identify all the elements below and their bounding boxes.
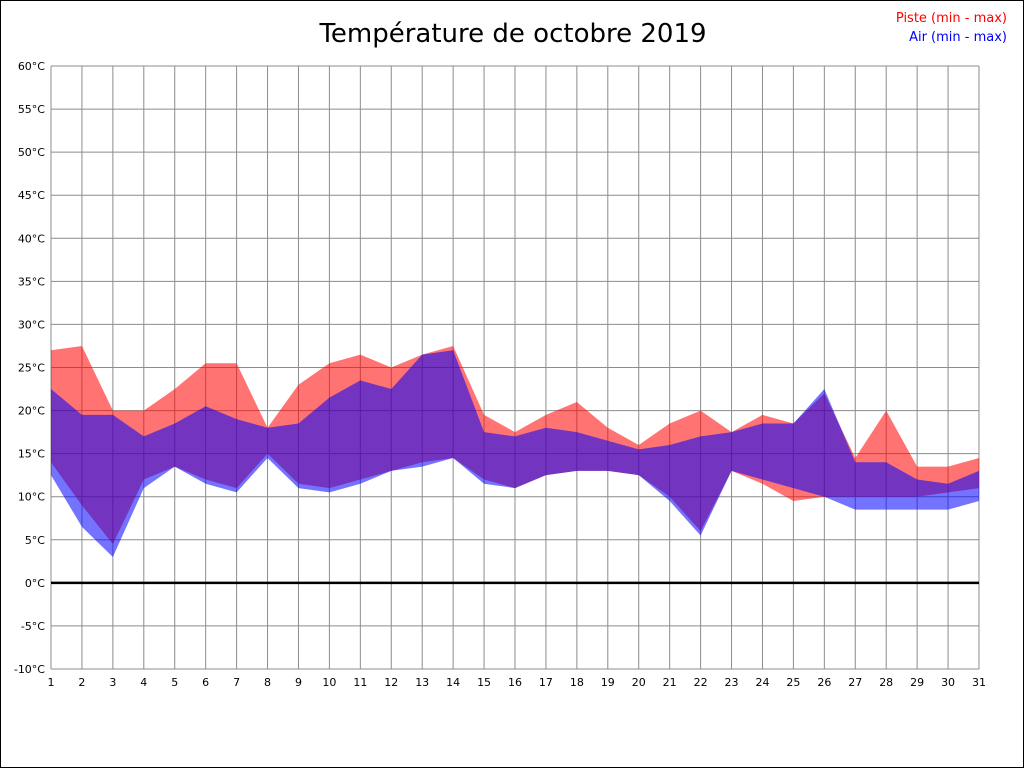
x-tick-label: 11: [353, 676, 367, 689]
x-tick-label: 25: [786, 676, 800, 689]
y-tick-label: 35°C: [18, 275, 45, 288]
y-axis-labels: 60°C 55°C 50°C 45°C 40°C 35°C 30°C 25°C 20°C 15°C…: [14, 60, 45, 676]
x-tick-label: 18: [570, 676, 584, 689]
y-tick-label: 50°C: [18, 146, 45, 159]
y-tick-label: 25°C: [18, 362, 45, 375]
y-tick-label: 15°C: [18, 448, 45, 461]
x-tick-label: 7: [233, 676, 240, 689]
x-tick-label: 12: [384, 676, 398, 689]
x-tick-label: 27: [848, 676, 862, 689]
air-band: [51, 350, 979, 558]
x-tick-label: 17: [539, 676, 553, 689]
x-tick-label: 21: [663, 676, 677, 689]
x-tick-label: 3: [109, 676, 116, 689]
legend-item-air: Air (min - max): [909, 30, 1007, 45]
x-tick-label: 24: [755, 676, 769, 689]
y-tick-label: 45°C: [18, 189, 45, 202]
x-tick-label: 16: [508, 676, 522, 689]
x-tick-label: 15: [477, 676, 491, 689]
x-tick-label: 10: [322, 676, 336, 689]
y-tick-label: -5°C: [21, 620, 45, 633]
x-tick-label: 23: [725, 676, 739, 689]
chart-legend: Piste (min - max) Air (min - max): [896, 9, 1007, 47]
y-tick-label: 30°C: [18, 318, 45, 331]
grid-lines: [50, 65, 980, 670]
x-tick-label: 5: [171, 676, 178, 689]
x-tick-label: 4: [140, 676, 147, 689]
x-tick-label: 13: [415, 676, 429, 689]
x-tick-label: 14: [446, 676, 460, 689]
x-tick-label: 8: [264, 676, 271, 689]
y-tick-label: 20°C: [18, 405, 45, 418]
x-tick-label: 1: [48, 676, 55, 689]
x-tick-label: 2: [78, 676, 85, 689]
x-tick-label: 31: [972, 676, 986, 689]
y-tick-label: 60°C: [18, 60, 45, 73]
y-tick-label: -10°C: [14, 663, 45, 676]
x-tick-label: 28: [879, 676, 893, 689]
legend-item-piste: Piste (min - max): [895, 11, 1007, 26]
y-tick-label: 0°C: [25, 577, 45, 590]
y-tick-label: 55°C: [18, 103, 45, 116]
y-tick-label: 40°C: [18, 232, 45, 245]
x-tick-label: 19: [601, 676, 615, 689]
x-tick-label: 26: [817, 676, 831, 689]
x-tick-label: 30: [941, 676, 955, 689]
x-tick-label: 6: [202, 676, 209, 689]
y-tick-label: 10°C: [18, 491, 45, 504]
y-tick-label: 5°C: [25, 534, 45, 547]
x-tick-label: 22: [694, 676, 708, 689]
x-tick-label: 9: [295, 676, 302, 689]
x-tick-label: 20: [632, 676, 646, 689]
chart-title: Température de octobre 2019: [319, 19, 707, 49]
x-axis-labels: 1 2 3 4 5 6 7 8 9 10 11 12 13 14 15 16 17 18 19 20 21 22 23 24 2…: [48, 676, 987, 689]
x-tick-label: 29: [910, 676, 924, 689]
